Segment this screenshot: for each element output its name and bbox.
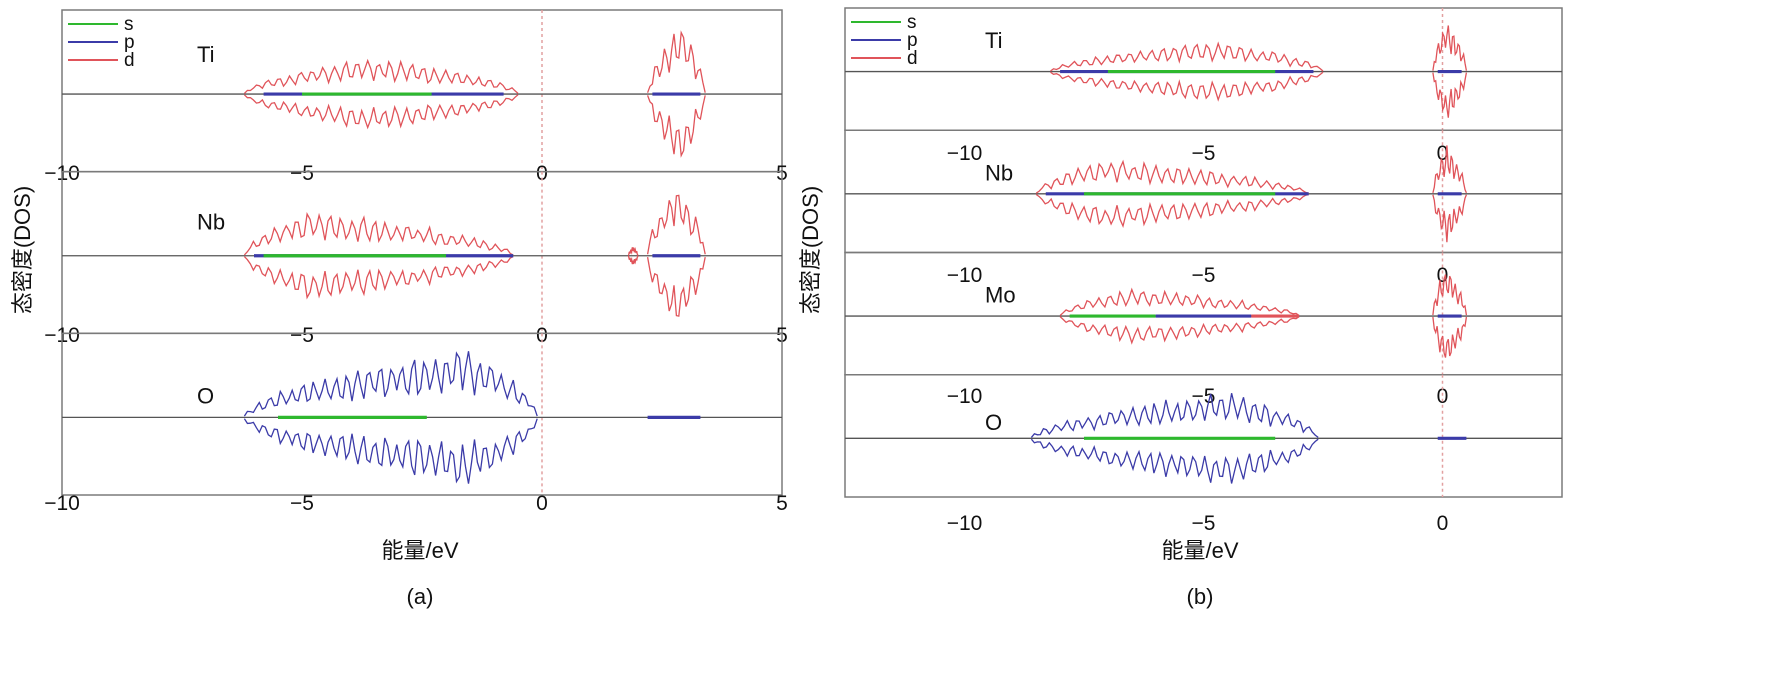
dos-curve-d xyxy=(1432,274,1468,358)
tick-label: 5 xyxy=(776,492,788,515)
subplot-o: O−10 −5 0 xyxy=(844,374,1563,535)
tick-label: 0 xyxy=(1437,264,1449,287)
dos-curve-d xyxy=(1059,287,1300,345)
tick-label: −5 xyxy=(290,324,314,347)
x-axis-label: 能量/eV xyxy=(1161,538,1238,563)
dos-curve-d xyxy=(243,211,514,300)
panel-label: (b) xyxy=(1187,584,1214,609)
subplot-ti: Ti −10 −5 0 xyxy=(844,7,1563,165)
subplot-ti: Ti−10−505 xyxy=(44,9,788,185)
subplot-nb: Nb−10−505 xyxy=(44,170,788,347)
subplot-label-nb: Nb xyxy=(197,210,225,235)
subplot-frame xyxy=(844,374,1563,498)
subplot-mo: Mo−10 −5 0 xyxy=(844,251,1563,408)
tick-label: 0 xyxy=(1437,512,1449,535)
tick-label: −5 xyxy=(1192,512,1216,535)
dos-curve-d xyxy=(627,246,639,265)
tick-label: −10 xyxy=(44,492,80,515)
dos-curve-d xyxy=(646,194,706,317)
subplot-frame xyxy=(844,7,1563,131)
x-axis-label: 能量/eV xyxy=(381,538,458,563)
dos-curve-p xyxy=(243,351,538,484)
tick-label: 0 xyxy=(1437,385,1449,408)
dos-curve-p xyxy=(1030,393,1319,484)
legend-label-d: d xyxy=(907,48,918,69)
tick-label: −5 xyxy=(290,492,314,515)
tick-label: −5 xyxy=(290,162,314,185)
plot-layer: Ti−10−505Nb−10−505O−10−505spd态密度(DOS)能量/… xyxy=(10,7,1563,609)
subplot-label-mo: Mo xyxy=(985,283,1016,308)
dos-curve-d xyxy=(243,58,519,130)
legend-label-d: d xyxy=(124,50,135,71)
tick-label: 0 xyxy=(1437,142,1449,165)
dos-curve-d xyxy=(1050,41,1324,102)
subplot-label-o: O xyxy=(985,410,1002,435)
dos-curve-d xyxy=(1432,145,1468,243)
tick-label: −5 xyxy=(1192,142,1216,165)
tick-label: −10 xyxy=(947,264,983,287)
legend: spd xyxy=(68,14,135,71)
subplot-frame xyxy=(61,170,783,335)
legend-label-p: p xyxy=(124,32,135,53)
legend-label-p: p xyxy=(907,30,918,51)
tick-label: 0 xyxy=(536,492,548,515)
dos-curve-d xyxy=(646,30,706,158)
subplot-label-o: O xyxy=(197,383,214,408)
dos-curve-d xyxy=(1035,159,1309,228)
subplot-label-ti: Ti xyxy=(985,28,1003,53)
subplot-frame xyxy=(61,332,783,496)
tick-label: −10 xyxy=(947,512,983,535)
subplot-label-nb: Nb xyxy=(985,160,1013,185)
dos-curve-d xyxy=(1432,25,1468,118)
subplot-label-ti: Ti xyxy=(197,42,215,67)
panel-b: Ti−10 −5 0Nb−10 −5 0Mo−10 −5 0O−10 −5 0spd态密度(DO… xyxy=(798,7,1563,609)
tick-label: −5 xyxy=(1192,264,1216,287)
legend: spd xyxy=(851,12,918,69)
y-axis-label: 态密度(DOS) xyxy=(10,186,35,314)
tick-label: −5 xyxy=(1192,385,1216,408)
legend-label-s: s xyxy=(124,14,134,35)
y-axis-label: 态密度(DOS) xyxy=(798,186,823,314)
subplot-o: O −10 −5 0 5 xyxy=(44,332,788,515)
panel-a: Ti−10−505Nb−10−505 O −10 −5 0 5 spd 态密度(DOS) 能量/… xyxy=(10,9,788,609)
tick-label: −10 xyxy=(947,385,983,408)
panel-label: (a) xyxy=(407,584,434,609)
legend-label-s: s xyxy=(907,12,917,33)
tick-label: −10 xyxy=(947,142,983,165)
